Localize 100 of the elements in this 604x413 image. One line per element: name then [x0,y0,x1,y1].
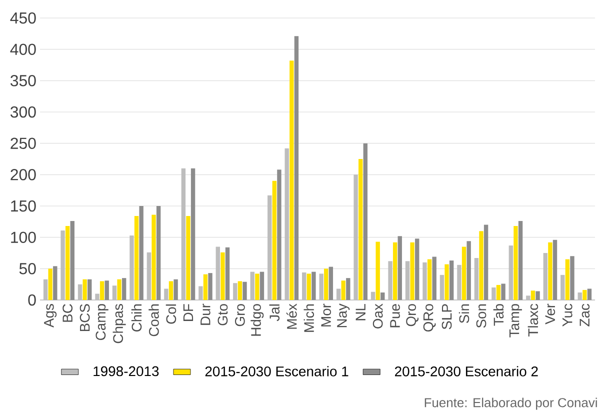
bar [376,242,380,300]
y-tick-label: 450 [10,12,36,24]
legend-label: 2015-2030 Escenario 1 [205,366,348,376]
y-tick-label: 0 [28,294,36,306]
bar [543,253,548,300]
bar [168,281,174,300]
bar [457,264,462,300]
bar [479,231,484,300]
bar [284,148,289,300]
bar [319,274,324,300]
bar [462,246,466,300]
bar [233,283,238,300]
x-tick-label: Mor [321,304,331,326]
bar [582,290,587,300]
bar [354,174,358,300]
bar [290,60,294,300]
legend-label: 1998-2013 [94,366,159,376]
bar [198,286,203,300]
bar [530,290,536,300]
x-tick-label: Yuc [562,304,572,326]
x-tick-label: Coah [148,304,159,336]
x-tick-label: BC [62,304,73,322]
bar [492,287,496,300]
bar [82,279,87,300]
x-tick-label: Oax [372,304,383,328]
x-tick-label: NL [356,304,366,320]
bar [444,264,449,300]
x-tick-label: Col [166,304,176,324]
bar [336,288,341,300]
bar [95,294,100,300]
y-tick-label: 100 [11,232,36,243]
bar [324,268,328,300]
x-tick-label: Tamp [509,304,522,338]
x-tick-label: Camp [96,304,108,340]
bar [220,252,225,300]
y-tick-label: 250 [10,138,36,149]
bar [181,168,186,300]
x-tick-label: Ags [44,304,57,328]
bar [496,284,501,300]
x-tick-label: SLP [442,304,452,330]
bar [440,274,444,300]
x-tick-label: Jal [269,304,280,322]
y-tick-label: 50 [19,263,36,274]
x-tick-label: Qro [406,304,418,326]
y-tick-label: 400 [10,44,36,55]
bar [134,216,139,300]
bar [508,245,514,300]
x-tick-label: Hdgo [250,304,264,336]
y-tick-label: 350 [10,75,36,86]
bar [341,280,346,300]
bar [78,284,82,300]
bar [250,272,254,300]
bar [268,195,272,300]
bar [578,292,582,300]
bar [548,242,552,300]
y-tick-label: 150 [11,200,36,212]
bar [164,288,168,300]
bar [392,242,398,300]
x-tick-label: BCS [80,304,90,332]
x-tick-label: Gro [234,304,245,326]
bar [65,226,70,300]
x-tick-label: Son [476,304,486,328]
x-tick-label: Méx [286,304,297,329]
bar [216,246,220,300]
source-note: Fuente: Elaborado por Conavi [424,398,597,410]
bar [560,274,565,300]
x-tick-label: Nay [337,304,350,328]
x-tick-label: Chpas [112,304,126,344]
legend-label: 2015-2030 Escenario 2 [395,366,538,376]
x-tick-label: Mich [304,304,314,332]
bar [526,296,530,300]
bar [112,286,117,300]
bar [474,258,479,300]
x-tick-label: Chih [131,304,142,332]
bar [130,235,134,300]
x-tick-label: QRo [423,304,436,332]
bar [306,274,311,300]
x-tick-label: DF [183,304,194,321]
bar [43,279,48,300]
y-tick-label: 300 [10,106,36,118]
bar [272,180,277,300]
bar [48,268,52,300]
bar [203,274,208,300]
bar [117,279,122,300]
x-tick-label: Gto [218,304,228,326]
x-tick-label: Tlaxc [528,304,538,337]
bar [565,259,570,300]
y-tick-label: 200 [10,169,36,180]
bar [370,292,376,300]
x-tick-label: Tab [493,304,504,326]
x-tick-label: Zac [580,304,590,326]
bar [302,272,306,300]
x-tick-label: Dur [200,304,210,325]
x-tick-label: Ver [545,304,556,324]
bar [422,262,427,300]
bar [238,281,242,300]
bar [152,214,156,300]
bar [186,216,190,300]
bar [427,259,432,300]
bar [514,226,518,300]
